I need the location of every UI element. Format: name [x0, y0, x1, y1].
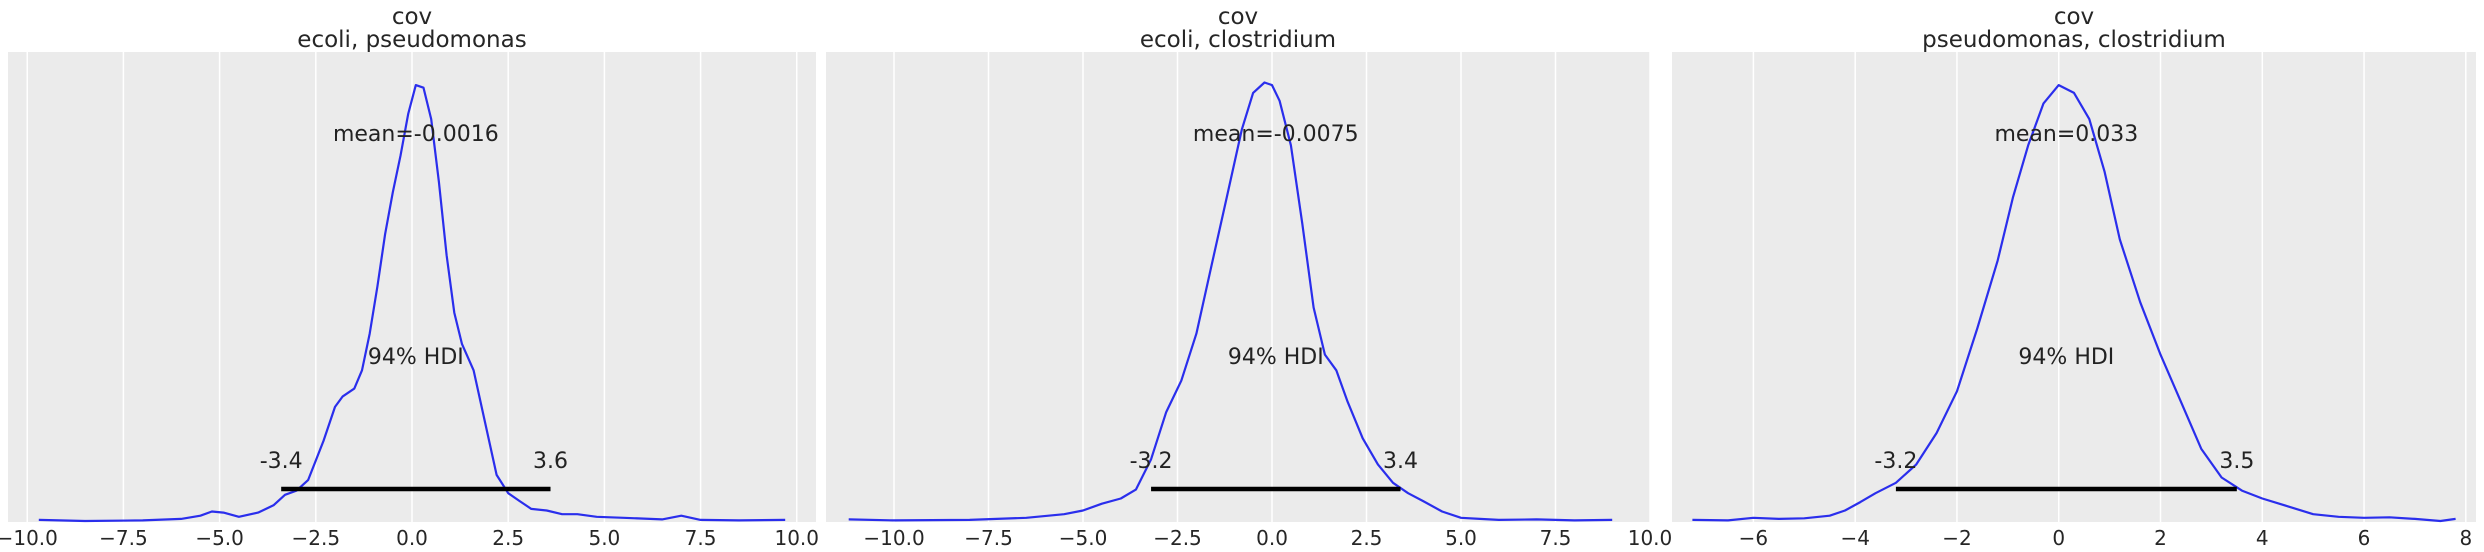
- hdi-label: 94% HDI: [368, 345, 464, 370]
- x-tick-label: 0.0: [396, 526, 428, 550]
- x-tick-label: 2.5: [1351, 526, 1383, 550]
- hdi-low-label: -3.2: [1874, 449, 1917, 474]
- hdi-label: 94% HDI: [2018, 345, 2114, 370]
- x-tick-label: 2.5: [492, 526, 524, 550]
- x-tick-label: 0: [2052, 526, 2065, 550]
- hdi-low-label: -3.2: [1130, 449, 1173, 474]
- hdi-label: 94% HDI: [1228, 345, 1324, 370]
- x-tick-label: 4: [2256, 526, 2269, 550]
- panel-subtitle: ecoli, pseudomonas: [297, 27, 526, 53]
- x-tick-label: −7.5: [99, 526, 148, 550]
- mean-label: mean=-0.0075: [1193, 122, 1359, 147]
- x-tick-label: 5.0: [588, 526, 620, 550]
- mean-label: mean=0.033: [1994, 122, 2138, 147]
- x-tick-label: −10.0: [863, 526, 924, 550]
- panel-2: −10.0 −7.5 −5.0 −2.5 0.0 2.5 5.0 7.5 10.0 covecol…: [826, 4, 1672, 550]
- hdi-high-label: 3.5: [2219, 449, 2254, 474]
- x-tick-label: −7.5: [964, 526, 1013, 550]
- x-tick-label: −4: [1840, 526, 1869, 550]
- x-tick-label: 0.0: [1256, 526, 1288, 550]
- x-tick-label: 7.5: [1540, 526, 1572, 550]
- x-tick-label: 5.0: [1445, 526, 1477, 550]
- hdi-low-label: -3.4: [260, 449, 303, 474]
- panel-subtitle: pseudomonas, clostridium: [1922, 27, 2226, 53]
- x-tick-label: −10.0: [0, 526, 58, 550]
- x-tick-label: −2.5: [292, 526, 341, 550]
- panel-title: cov: [392, 4, 432, 30]
- density-line: [848, 81, 1613, 522]
- mean-label: mean=-0.0016: [333, 122, 499, 147]
- panel-subtitle: ecoli, clostridium: [1140, 27, 1336, 53]
- x-tick-label: −2.5: [1153, 526, 1202, 550]
- x-tick-label: −2: [1942, 526, 1971, 550]
- x-tick-label: −5.0: [1059, 526, 1108, 550]
- density-line: [38, 83, 786, 523]
- plot-background: [1672, 52, 2476, 522]
- x-tick-label: 10.0: [774, 526, 819, 550]
- x-tick-label: −5.0: [195, 526, 244, 550]
- panel-title: cov: [1218, 4, 1258, 30]
- plot-background: [826, 52, 1650, 522]
- x-tick-label: 8: [2459, 526, 2472, 550]
- density-line: [1692, 83, 2456, 523]
- x-tick-label: 2: [2154, 526, 2167, 550]
- panel-1: −10.0 −7.5 −5.0 −2.5 0.0 2.5 5.0 7.5 10.0 covecol…: [0, 4, 819, 550]
- hdi-high-label: 3.6: [533, 449, 568, 474]
- hdi-high-label: 3.4: [1383, 449, 1418, 474]
- x-tick-label: −6: [1739, 526, 1768, 550]
- x-tick-label: 10.0: [1628, 526, 1673, 550]
- panel-title: cov: [2054, 4, 2094, 30]
- x-tick-label: 6: [2358, 526, 2371, 550]
- x-tick-label: 7.5: [685, 526, 717, 550]
